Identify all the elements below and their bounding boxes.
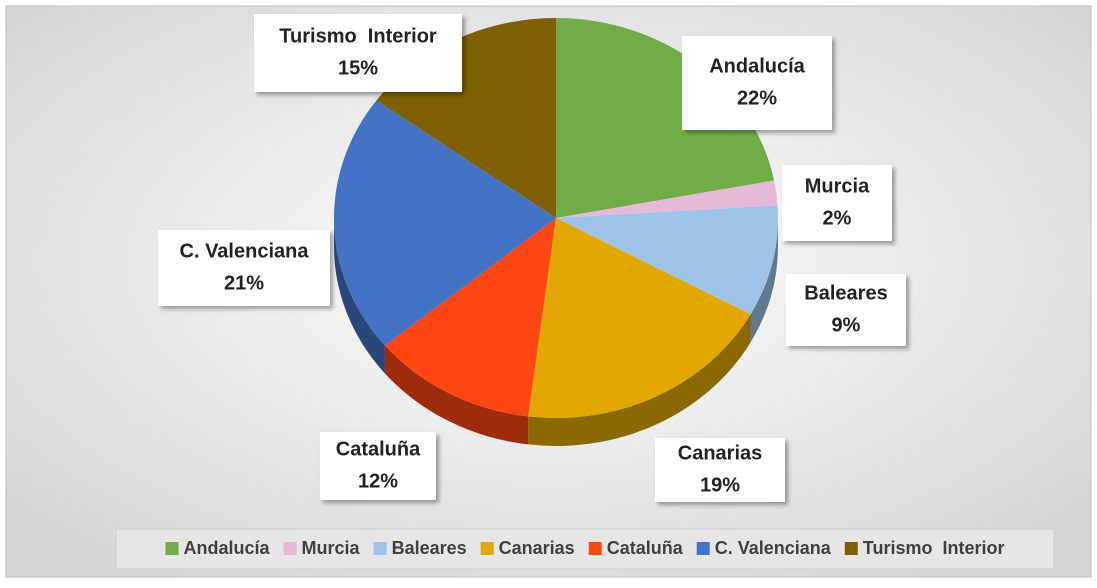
data-label-box <box>655 438 785 502</box>
legend-label: Canarias <box>499 538 575 558</box>
slice <box>556 205 779 315</box>
data-label-value: 9% <box>832 314 861 336</box>
data-label-value: 21% <box>224 272 264 294</box>
slice-side <box>528 314 751 447</box>
slice <box>334 100 556 346</box>
data-label-box <box>786 274 906 346</box>
legend-swatch <box>283 542 297 555</box>
data-label-name: Turismo Interior <box>279 25 437 47</box>
legend-label: Murcia <box>302 538 361 558</box>
data-label-name: Andalucía <box>709 55 805 77</box>
data-label-value: 12% <box>358 470 398 492</box>
slice-side <box>750 218 778 343</box>
data-label-name: Murcia <box>805 175 870 197</box>
legend-box <box>115 528 1055 570</box>
slice <box>528 218 751 419</box>
legend-swatch <box>844 542 858 555</box>
slice-side <box>384 345 529 445</box>
data-label-box <box>682 36 832 130</box>
slice <box>384 218 556 417</box>
legend-swatch <box>373 542 387 555</box>
data-label-value: 19% <box>700 474 740 496</box>
data-label-value: 2% <box>823 207 852 229</box>
data-label-box <box>254 14 462 92</box>
legend-label: C. Valenciana <box>715 538 832 558</box>
legend-label: Cataluña <box>607 538 684 558</box>
legend-label: Turismo Interior <box>863 538 1005 558</box>
legend-swatch <box>165 542 179 555</box>
legend-label: Baleares <box>392 538 467 558</box>
data-label-box <box>158 230 330 306</box>
data-label-box <box>320 432 436 500</box>
data-label-box <box>782 165 892 241</box>
legend-label: Andalucía <box>184 538 271 558</box>
legend-swatch <box>696 542 710 555</box>
legend-swatch <box>588 542 602 555</box>
data-label-value: 22% <box>737 87 777 109</box>
data-label-name: Canarias <box>678 442 763 464</box>
data-label-name: Cataluña <box>336 438 421 460</box>
data-label-name: C. Valenciana <box>180 240 310 262</box>
slice <box>556 180 778 218</box>
legend-swatch <box>480 542 494 555</box>
slice-side <box>334 218 385 374</box>
slice <box>556 18 775 218</box>
data-label-name: Baleares <box>804 282 887 304</box>
legend: Andalucía Murcia Baleares Canarias Cataluña C… <box>165 538 1005 558</box>
data-label-value: 15% <box>338 57 378 79</box>
